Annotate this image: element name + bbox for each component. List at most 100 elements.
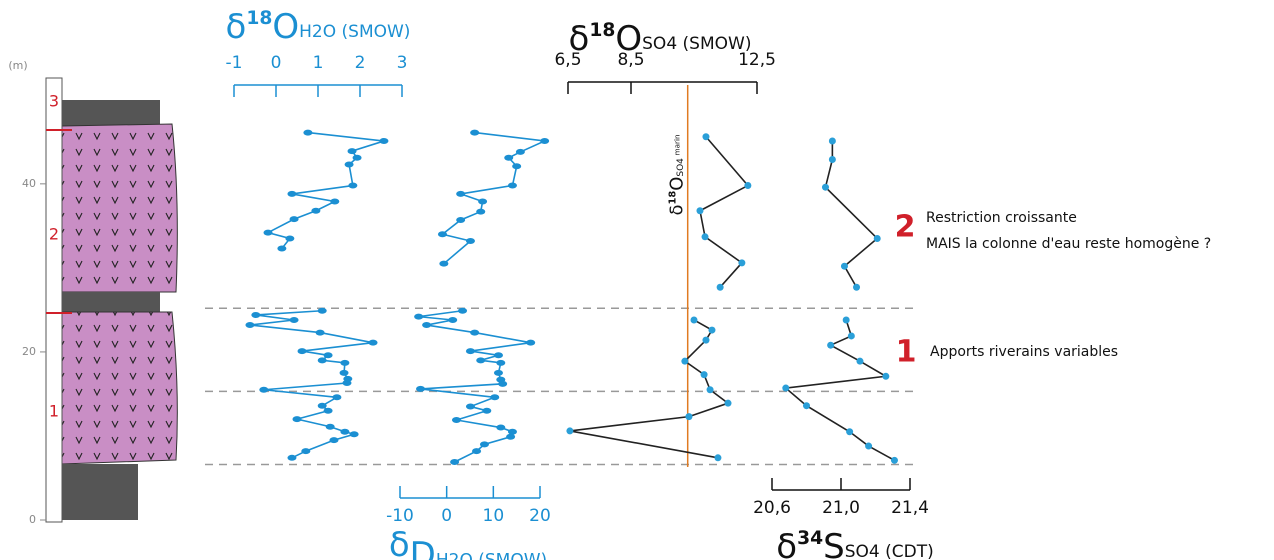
data-point <box>340 359 350 366</box>
chart-title: δ18OH2O (SMOW) <box>226 7 411 47</box>
data-point <box>448 316 458 323</box>
data-point <box>827 341 835 349</box>
data-point <box>496 359 506 366</box>
x-tick-label: 6,5 <box>554 50 581 70</box>
data-point <box>289 216 299 223</box>
data-point <box>342 380 352 387</box>
chart-title: δDH2O (SMOW) <box>389 525 547 560</box>
data-point <box>490 394 500 401</box>
data-point <box>690 316 698 324</box>
data-point <box>476 208 486 215</box>
title-part: SO4 <box>675 158 685 177</box>
data-point <box>422 322 432 329</box>
title-part: SO4 (CDT) <box>845 542 934 560</box>
data-point <box>340 428 350 435</box>
chart-title: δ18OSO4 marin <box>667 134 688 215</box>
data-point <box>317 402 327 409</box>
data-point <box>339 369 349 376</box>
x-tick-label: 0 <box>441 506 452 526</box>
data-point <box>702 133 710 141</box>
data-point <box>890 456 898 464</box>
scale-bar <box>45 77 63 523</box>
data-point <box>414 313 424 320</box>
data-point <box>292 416 302 423</box>
data-point <box>245 322 255 329</box>
data-point <box>515 148 525 155</box>
data-point <box>465 348 475 355</box>
x-tick-label: 2 <box>355 53 366 73</box>
x-tick-label: 3 <box>397 53 408 73</box>
data-point <box>297 348 307 355</box>
data-point <box>465 237 475 244</box>
x-tick-label: 8,5 <box>617 50 644 70</box>
data-point <box>507 182 517 189</box>
unit-label: 2 <box>49 225 59 244</box>
data-point <box>706 386 714 394</box>
data-point <box>470 329 480 336</box>
x-tick-label: -1 <box>226 53 243 73</box>
data-point <box>301 448 311 455</box>
depth-unit: (m) <box>8 59 27 72</box>
data-point <box>347 148 357 155</box>
data-point <box>493 352 503 359</box>
title-part: 18 <box>667 191 678 205</box>
data-point <box>821 183 829 191</box>
chart-title: δ34SSO4 (CDT) <box>776 527 933 560</box>
x-tick-label: 0 <box>271 53 282 73</box>
data-point <box>329 437 339 444</box>
x-tick-label: 21,4 <box>891 498 929 518</box>
annotations: 2 Restriction croissante MAIS la colonne… <box>895 210 1212 370</box>
unit-label: 1 <box>49 402 59 421</box>
data-point <box>456 216 466 223</box>
data-point <box>842 316 850 324</box>
data-point <box>478 198 488 205</box>
data-point <box>803 402 810 410</box>
data-point <box>277 245 287 252</box>
x-tick-label: 1 <box>313 53 324 73</box>
data-point <box>456 190 466 197</box>
data-point <box>289 316 299 323</box>
data-point <box>566 427 574 435</box>
title-part: S <box>823 527 845 560</box>
profile-line <box>824 140 879 288</box>
data-point <box>512 163 522 170</box>
data-point <box>285 235 295 242</box>
data-point <box>323 407 333 414</box>
title-part: δ <box>389 525 410 560</box>
chart-title: δ18OSO4 (SMOW) <box>569 19 752 59</box>
gray-bed <box>62 100 160 128</box>
gray-bed <box>62 292 160 312</box>
data-point <box>251 311 261 318</box>
profile-line <box>783 319 895 462</box>
data-point <box>493 369 503 376</box>
data-point <box>847 332 855 340</box>
data-point <box>352 154 362 161</box>
data-point <box>317 307 327 314</box>
annotation-text: Restriction croissante <box>926 210 1077 226</box>
data-point <box>332 394 342 401</box>
data-point <box>476 357 486 364</box>
data-point <box>840 262 848 270</box>
title-part: 18 <box>246 7 272 28</box>
title-part: SO4 (SMOW) <box>642 34 751 54</box>
title-part: D <box>410 535 436 560</box>
data-point <box>439 260 449 267</box>
annotation-number: 2 <box>895 210 916 245</box>
data-point <box>465 403 475 410</box>
x-tick-label: 10 <box>483 506 505 526</box>
data-point <box>263 229 273 236</box>
profile-line <box>699 136 750 288</box>
title-part: δ <box>667 205 688 216</box>
data-point <box>379 137 389 144</box>
data-point <box>700 371 708 379</box>
profile-line <box>569 319 730 459</box>
data-point <box>744 182 752 190</box>
depth-tick-label: 0 <box>29 513 36 526</box>
pink-bed-pattern <box>62 124 178 292</box>
data-point <box>856 357 864 365</box>
data-point <box>416 385 426 392</box>
data-point <box>882 372 890 380</box>
title-part: marin <box>673 134 682 155</box>
data-point <box>498 380 508 387</box>
